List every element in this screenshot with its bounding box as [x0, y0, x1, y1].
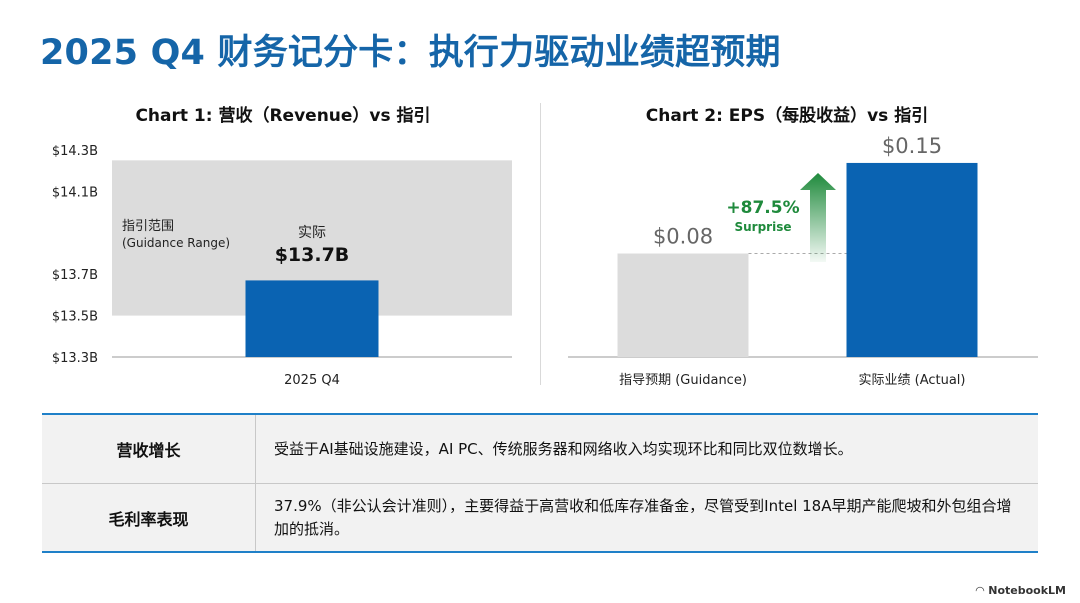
table-row: 营收增长 受益于AI基础设施建设，AI PC、传统服务器和网络收入均实现环比和同… — [42, 415, 1038, 483]
y-tick-label: $13.5B — [52, 310, 98, 325]
charts-area: Chart 1: 营收（Revenue）vs 指引 $13.3B $13.5B $13… — [52, 105, 1038, 388]
chart1-title: Chart 1: 营收（Revenue）vs 指引 — [135, 105, 430, 126]
guidance-range-label: 指引范围 — [122, 219, 174, 234]
y-tick-label: $13.7B — [52, 268, 98, 283]
footer-brand: ◠ NotebookLM — [976, 584, 1066, 597]
revenue-bar — [245, 280, 379, 357]
y-tick-label: $14.3B — [52, 144, 98, 159]
actual-eps-bar — [846, 162, 978, 357]
row-header: 毛利率表现 — [42, 484, 256, 551]
table-row: 毛利率表现 37.9%（非公认会计准则），主要得益于高营收和低库存准备金，尽管受… — [42, 483, 1038, 551]
y-tick-label: $13.3B — [52, 351, 98, 366]
surprise-label: Surprise — [734, 220, 791, 234]
scorecard-table: 营收增长 受益于AI基础设施建设，AI PC、传统服务器和网络收入均实现环比和同… — [42, 413, 1038, 553]
eps-value-label: $0.08 — [653, 225, 713, 249]
surprise-value: +87.5% — [726, 198, 799, 218]
notebooklm-logo-icon: ◠ — [975, 584, 985, 597]
eps-chart: Chart 2: EPS（每股收益）vs 指引 $0.08 指导预期 (Guidan… — [568, 105, 1038, 388]
brand-name: NotebookLM — [988, 584, 1066, 597]
row-text: 受益于AI基础设施建设，AI PC、传统服务器和网络收入均实现环比和同比双位数增… — [274, 439, 853, 458]
guidance-eps-bar — [617, 253, 749, 357]
page-title: 2025 Q4 财务记分卡：执行力驱动业绩超预期 — [40, 33, 781, 73]
actual-value-label: $13.7B — [275, 244, 350, 266]
revenue-chart: Chart 1: 营收（Revenue）vs 指引 $13.3B $13.5B $13… — [52, 105, 512, 388]
eps-value-label: $0.15 — [882, 134, 942, 158]
guidance-range-label-en: (Guidance Range) — [122, 236, 230, 250]
actual-label: 实际 — [298, 225, 326, 241]
y-tick-label: $14.1B — [52, 185, 98, 200]
row-header: 营收增长 — [42, 415, 256, 483]
surprise-arrow-icon — [800, 173, 836, 262]
chart-divider — [540, 103, 541, 385]
chart2-title: Chart 2: EPS（每股收益）vs 指引 — [646, 105, 928, 126]
x-tick-label: 指导预期 (Guidance) — [619, 373, 747, 388]
row-text: 37.9%（非公认会计准则），主要得益于高营收和低库存准备金，尽管受到Intel… — [274, 496, 1012, 538]
x-tick-label: 2025 Q4 — [284, 373, 340, 388]
x-tick-label: 实际业绩 (Actual) — [858, 373, 965, 388]
